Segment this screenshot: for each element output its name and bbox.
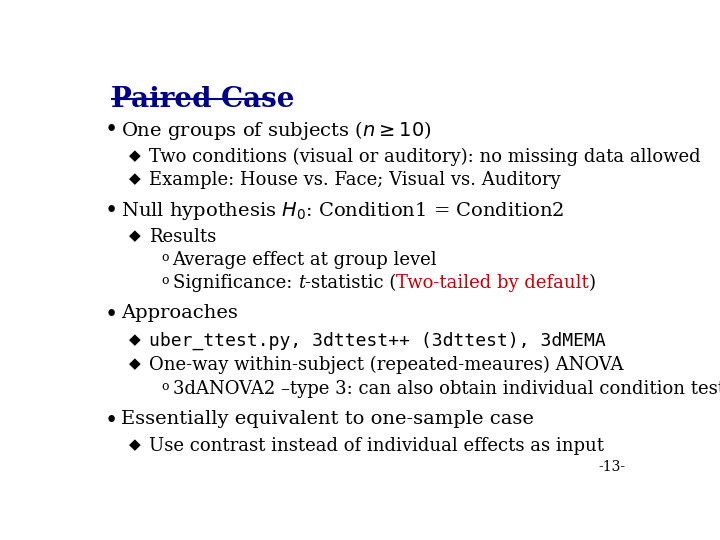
Text: Two conditions (visual or auditory): no missing data allowed: Two conditions (visual or auditory): no … [148,148,701,166]
Text: o: o [161,380,169,393]
Text: ◆: ◆ [129,356,141,371]
Text: Approaches: Approaches [121,304,238,322]
Text: Essentially equivalent to one-sample case: Essentially equivalent to one-sample cas… [121,410,534,428]
Text: ): ) [589,274,596,292]
Text: ◆: ◆ [129,437,141,452]
Text: ◆: ◆ [129,148,141,163]
Text: Significance:: Significance: [173,274,297,292]
Text: o: o [161,274,169,287]
Text: Two-tailed by default: Two-tailed by default [396,274,589,292]
Text: -13-: -13- [598,461,626,474]
Text: Null hypothesis $H_0$: Condition1 = Condition2: Null hypothesis $H_0$: Condition1 = Cond… [121,200,564,222]
Text: •: • [105,410,118,432]
Text: ◆: ◆ [129,228,141,243]
Text: t: t [297,274,305,292]
Text: uber_ttest.py, 3dttest++ (3dttest), 3dMEMA: uber_ttest.py, 3dttest++ (3dttest), 3dME… [148,332,606,350]
Text: Average effect at group level: Average effect at group level [173,251,437,269]
Text: ◆: ◆ [129,332,141,347]
Text: Example: House vs. Face; Visual vs. Auditory: Example: House vs. Face; Visual vs. Audi… [148,171,560,189]
Text: 3dANOVA2 –type 3: can also obtain individual condition test: 3dANOVA2 –type 3: can also obtain indivi… [173,380,720,398]
Text: o: o [161,251,169,264]
Text: Results: Results [148,228,216,246]
Text: -statistic (: -statistic ( [305,274,396,292]
Text: •: • [105,304,118,326]
Text: One-way within-subject (repeated-meaures) ANOVA: One-way within-subject (repeated-meaures… [148,356,623,374]
Text: ◆: ◆ [129,171,141,186]
Text: Use contrast instead of individual effects as input: Use contrast instead of individual effec… [148,437,603,455]
Text: One groups of subjects ($n \geq 10$): One groups of subjects ($n \geq 10$) [121,119,431,142]
Text: •: • [105,200,118,222]
Text: Paired Case: Paired Case [111,85,294,113]
Text: •: • [105,119,118,141]
